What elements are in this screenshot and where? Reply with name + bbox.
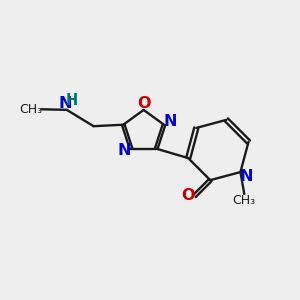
Text: N: N — [118, 142, 131, 158]
Text: O: O — [181, 188, 195, 203]
Text: CH₃: CH₃ — [233, 194, 256, 207]
Text: N: N — [58, 96, 72, 111]
Text: O: O — [137, 96, 151, 111]
Text: CH₃: CH₃ — [19, 103, 42, 116]
Text: H: H — [66, 93, 78, 108]
Text: N: N — [239, 169, 253, 184]
Text: N: N — [164, 114, 177, 129]
